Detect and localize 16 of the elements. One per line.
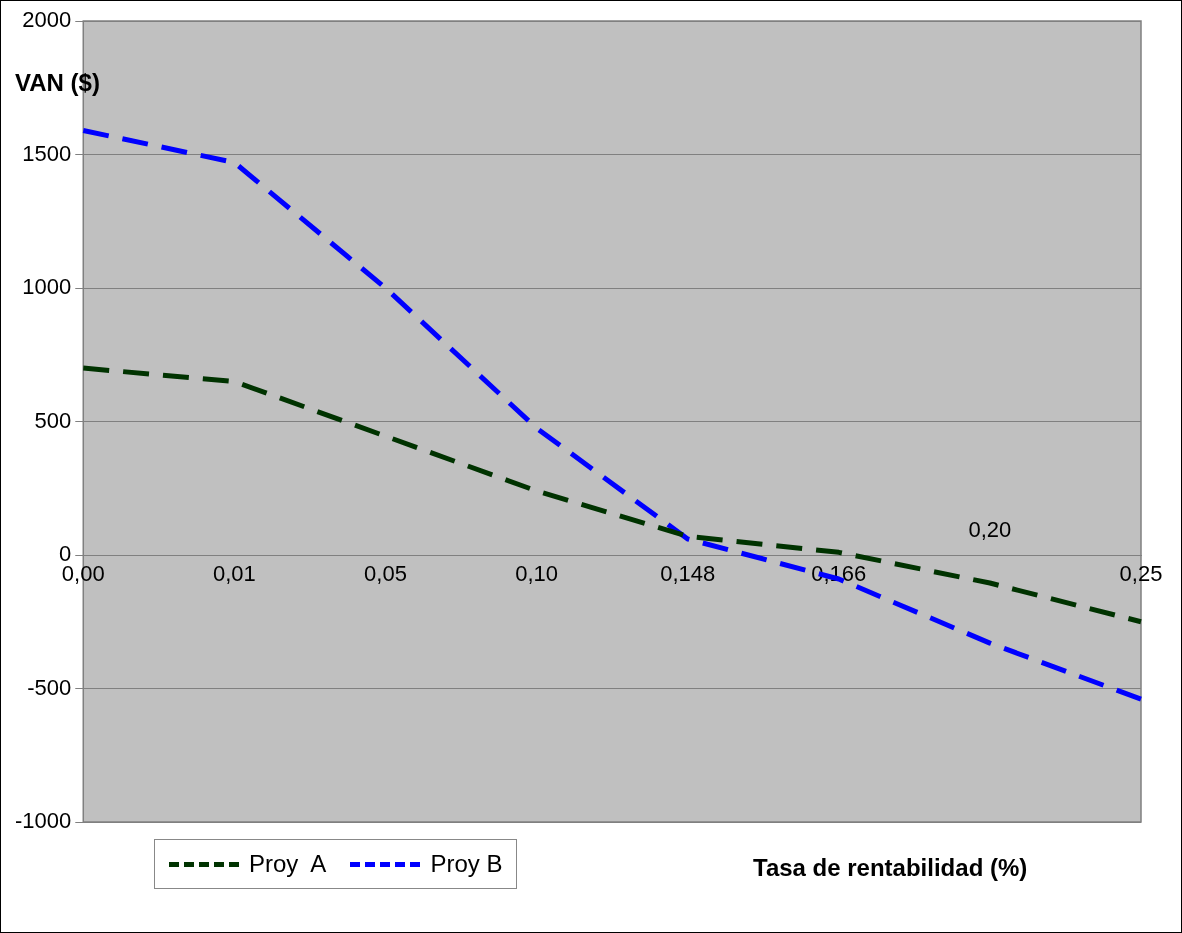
x-tick-label: 0,10 [515, 561, 558, 587]
y-tick-label: 1000 [22, 274, 72, 300]
legend-label: Proy B [430, 850, 503, 878]
y-tick-label: 1500 [22, 140, 72, 166]
y-tick-label: 2000 [22, 7, 72, 33]
y-axis-title: VAN ($) [15, 69, 100, 97]
y-tick-label: -500 [27, 674, 72, 700]
x-tick-label: 0,01 [212, 561, 256, 587]
x-tick-label: 0,05 [364, 561, 407, 587]
x-tick-label: 0,20 [968, 517, 1012, 543]
x-axis-title: Tasa de rentabilidad (%) [753, 854, 1028, 882]
y-tick-label: 500 [34, 407, 72, 433]
y-tick-label: -1000 [14, 808, 72, 834]
x-tick-label: 0,25 [1119, 561, 1163, 587]
legend-label: Proy A [249, 850, 327, 878]
x-tick-label: 0,148 [660, 561, 716, 587]
